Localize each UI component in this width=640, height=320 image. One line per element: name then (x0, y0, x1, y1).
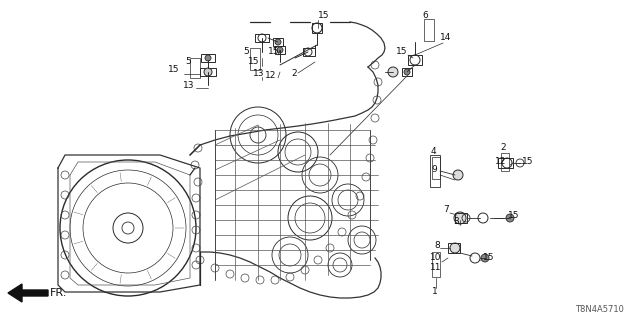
Bar (448, 243, 460, 253)
Polygon shape (8, 284, 48, 302)
Text: 4: 4 (431, 148, 436, 156)
Text: 10: 10 (430, 253, 442, 262)
Bar (424, 19, 434, 41)
Bar (430, 155, 440, 187)
Circle shape (454, 212, 466, 224)
Bar (312, 23, 322, 33)
Text: 1: 1 (432, 287, 438, 297)
Bar (201, 54, 215, 62)
Text: 8: 8 (434, 242, 440, 251)
Bar (455, 213, 467, 223)
Bar (432, 157, 440, 179)
Text: 15: 15 (508, 211, 520, 220)
Bar (498, 158, 513, 168)
Bar (432, 252, 440, 277)
Text: 3: 3 (453, 218, 459, 227)
Text: FR.: FR. (50, 288, 67, 298)
Circle shape (481, 254, 489, 262)
Bar (200, 68, 216, 76)
Circle shape (275, 39, 281, 45)
Text: 15: 15 (318, 12, 330, 20)
Circle shape (453, 170, 463, 180)
Text: 13: 13 (183, 81, 195, 90)
Text: 15: 15 (522, 157, 534, 166)
Text: 12: 12 (495, 157, 506, 166)
Bar (408, 55, 422, 65)
Bar (303, 48, 315, 56)
Bar (402, 68, 412, 76)
Text: 13: 13 (253, 68, 264, 77)
Bar (255, 34, 269, 42)
Text: 5: 5 (243, 47, 249, 57)
Text: 15: 15 (168, 66, 179, 75)
Bar (250, 48, 260, 70)
Text: 15: 15 (396, 47, 408, 57)
Text: 11: 11 (430, 263, 442, 273)
Circle shape (404, 69, 410, 75)
Text: 15: 15 (483, 252, 495, 261)
Circle shape (506, 214, 514, 222)
Text: 15: 15 (248, 58, 259, 67)
Text: 15: 15 (268, 47, 280, 57)
Text: 9: 9 (431, 165, 436, 174)
Text: 7: 7 (443, 205, 449, 214)
Text: 6: 6 (422, 12, 428, 20)
Text: 2: 2 (291, 68, 296, 77)
Text: 5: 5 (185, 58, 191, 67)
Bar (190, 58, 200, 78)
Circle shape (388, 67, 398, 77)
Bar (275, 46, 285, 54)
Text: T8N4A5710: T8N4A5710 (575, 306, 624, 315)
Text: 12: 12 (265, 70, 276, 79)
Circle shape (277, 47, 283, 53)
Circle shape (450, 243, 460, 253)
Circle shape (204, 68, 212, 76)
Text: 14: 14 (440, 34, 451, 43)
Bar (273, 38, 283, 46)
Bar (501, 153, 509, 171)
Circle shape (205, 55, 211, 61)
Text: 2: 2 (500, 143, 506, 153)
